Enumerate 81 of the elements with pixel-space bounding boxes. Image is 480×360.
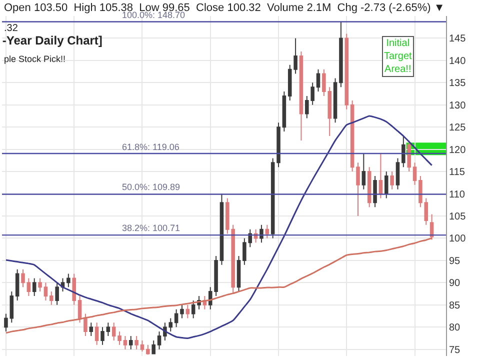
annotation: Initial Target Area!!	[384, 38, 412, 75]
candlestick	[265, 224, 270, 239]
y-tick-label: 145	[449, 34, 466, 45]
candlestick	[26, 278, 31, 296]
candlestick	[180, 304, 184, 319]
candlestick	[390, 171, 394, 190]
candlestick	[21, 268, 25, 288]
candlestick	[128, 336, 133, 350]
candlestick	[236, 256, 241, 292]
candlestick	[44, 282, 48, 301]
candlestick	[146, 344, 150, 356]
candlestick	[378, 153, 383, 199]
candlestick	[94, 322, 99, 346]
candlestick	[112, 322, 116, 341]
candlestick	[430, 214, 434, 240]
y-tick-label: 135	[449, 78, 466, 90]
candlestick	[38, 278, 42, 292]
candlestick	[299, 51, 304, 141]
candlestick	[32, 278, 36, 296]
candlestick	[316, 68, 320, 92]
candlestick	[174, 308, 178, 328]
candlestick	[220, 193, 224, 266]
y-tick-label: 140	[449, 56, 466, 67]
candlestick	[260, 224, 264, 244]
candlestick	[384, 171, 388, 199]
candlestick	[396, 158, 400, 190]
y-tick-label: 105	[449, 212, 466, 222]
annotation: .32	[4, 23, 18, 34]
y-tick-label: 125	[449, 122, 466, 134]
text: -Year Daily Chart]	[2, 33, 102, 48]
candlestick	[140, 340, 144, 352]
candlestick	[191, 300, 196, 319]
y-tick-label: 120	[449, 144, 466, 156]
candlestick	[123, 336, 128, 350]
candlestick	[10, 291, 14, 324]
candlestick	[373, 176, 377, 208]
candlestick	[4, 313, 8, 332]
line-series	[5, 237, 433, 334]
y-tick-label: 75	[449, 344, 461, 356]
candlestick	[118, 331, 122, 346]
candlestick	[362, 153, 366, 190]
candlestick	[350, 100, 354, 172]
candlestick	[157, 331, 162, 350]
candlestick	[402, 136, 406, 168]
candlestick	[276, 122, 280, 168]
candlestick	[407, 140, 411, 172]
candlestick	[84, 313, 88, 336]
ref-line-label: 100.0%: 148.70	[122, 10, 186, 20]
y-tick-label: 100	[449, 234, 466, 245]
y-tick-label: 110	[449, 189, 466, 200]
candlestick	[186, 304, 190, 319]
ref-line-label: 50.0%: 109.89	[122, 182, 180, 192]
y-tick-label: 90	[449, 278, 461, 290]
candlestick	[55, 282, 59, 306]
ref-line-label: 61.8%: 119.06	[122, 142, 180, 152]
candlestick	[412, 162, 417, 186]
y-tick-label: 115	[449, 167, 466, 178]
candlestick	[50, 291, 54, 306]
candlestick	[344, 33, 349, 110]
y-tick-label: 85	[449, 300, 461, 312]
ref-line-label: 38.2%: 100.71	[122, 223, 180, 233]
line-series	[5, 115, 433, 339]
y-tick-label: 130	[449, 100, 466, 112]
candlestick	[78, 296, 82, 324]
candlestick	[270, 158, 275, 239]
candlestick	[106, 322, 110, 336]
candlestick	[15, 268, 20, 301]
candlestick	[333, 78, 338, 124]
candlestick	[66, 273, 70, 288]
y-tick-label: 95	[449, 256, 461, 267]
candlestick	[72, 273, 76, 306]
candlestick	[356, 162, 360, 216]
text: ple Stock Pick!!	[4, 54, 66, 64]
candlestick	[100, 326, 104, 346]
candlestick	[134, 336, 138, 350]
candlestick	[282, 91, 286, 132]
y-tick-label: 80	[449, 322, 461, 334]
candlestick	[152, 340, 156, 354]
candlestick	[339, 21, 343, 88]
candlestick	[367, 166, 372, 208]
candlestick	[89, 322, 94, 336]
